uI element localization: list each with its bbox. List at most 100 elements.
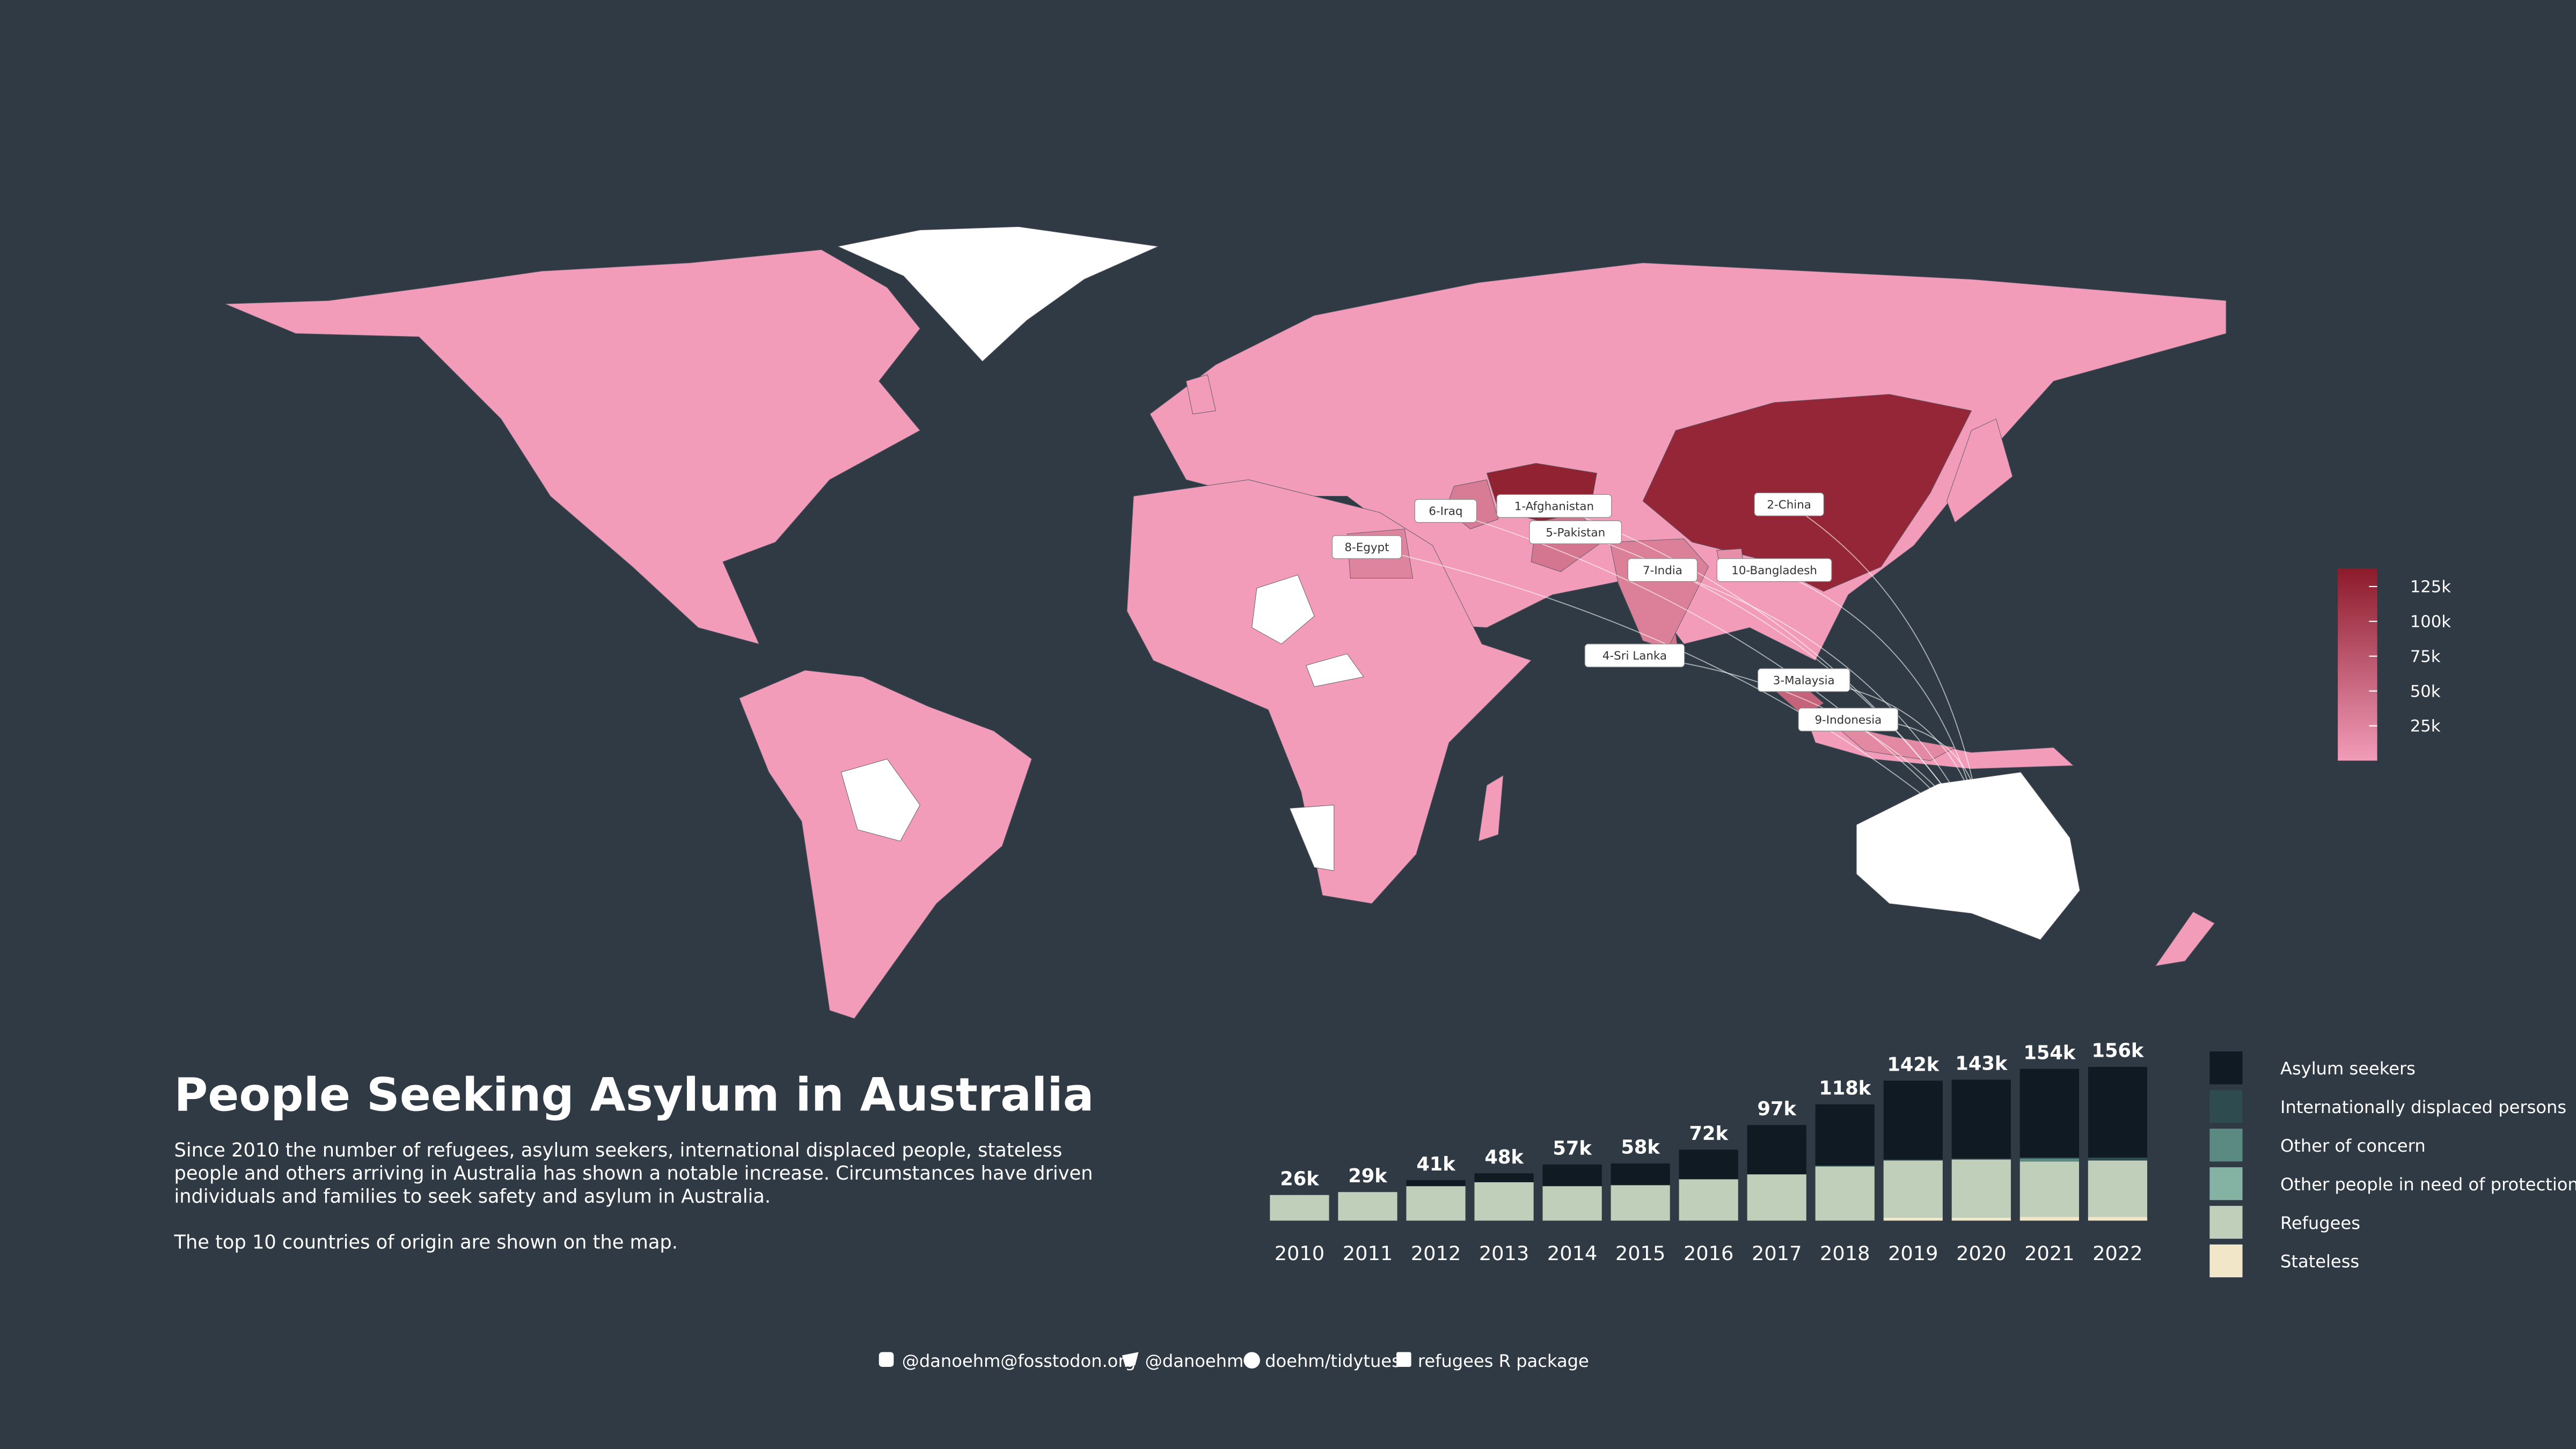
x-tick-label: 2012 xyxy=(1411,1242,1461,1265)
x-tick-label: 2022 xyxy=(2092,1242,2142,1265)
country-label-box xyxy=(1414,499,1477,523)
bar-segment xyxy=(2019,1158,2079,1162)
bar-segment xyxy=(1542,1186,1602,1221)
country-label: 3-Malaysia xyxy=(1773,674,1835,687)
legend-swatch xyxy=(2209,1244,2243,1278)
legend-swatch xyxy=(2209,1205,2243,1239)
x-tick-label: 2014 xyxy=(1547,1242,1597,1265)
country-labels: 1-Afghanistan 2-China 3-Malaysia 4-Sri Lank… xyxy=(1331,492,1899,731)
total-label: 26k xyxy=(1280,1168,1320,1190)
legend-label: Asylum seekers xyxy=(2280,1058,2416,1079)
title: People Seeking Asylum in Australia xyxy=(174,1068,1094,1122)
country-label: 1-Afghanistan xyxy=(1514,500,1594,514)
total-label: 41k xyxy=(1416,1153,1456,1175)
country-label: 2-China xyxy=(1767,498,1811,511)
bar-segment xyxy=(1406,1186,1466,1221)
bar-chart: 26k 2010 29k 2011 41k 2012 48k 2013 57k 2014 58k 20… xyxy=(1270,1040,2148,1265)
bar-segment xyxy=(1815,1166,1875,1221)
x-tick-label: 2016 xyxy=(1684,1242,1733,1265)
bar-segment xyxy=(1951,1217,2011,1221)
australia xyxy=(1856,772,2081,940)
north-america xyxy=(225,249,920,645)
colorbar-tick-label: 75k xyxy=(2410,647,2441,666)
total-label: 143k xyxy=(1955,1052,2008,1074)
bar-segment xyxy=(1338,1192,1397,1221)
total-label: 97k xyxy=(1758,1098,1797,1120)
bar-segment xyxy=(2088,1160,2148,1217)
country-label-box xyxy=(1798,707,1899,731)
country-label-box xyxy=(1331,535,1402,559)
bar-segment xyxy=(1679,1179,1738,1221)
japan xyxy=(1946,418,2013,523)
country-label: 9-Indonesia xyxy=(1814,713,1882,727)
arc xyxy=(1789,504,1985,846)
colorbar-tick-label: 100k xyxy=(2410,613,2451,632)
country-label-box xyxy=(1496,494,1612,518)
bar-segment xyxy=(1883,1217,1943,1221)
uk xyxy=(1185,374,1216,414)
footer-text: refugees R package xyxy=(1418,1351,1589,1371)
x-tick-label: 2019 xyxy=(1888,1242,1938,1265)
x-tick-label: 2020 xyxy=(1956,1242,2006,1265)
bar-segment xyxy=(1883,1160,1943,1218)
package-icon xyxy=(1396,1352,1411,1367)
bar-segment xyxy=(1951,1158,2011,1160)
x-tick-label: 2018 xyxy=(1820,1242,1870,1265)
legend-swatch xyxy=(2209,1090,2243,1123)
legend-swatch xyxy=(2209,1129,2243,1162)
description-line: people and others arriving in Australia … xyxy=(174,1162,1093,1184)
arc xyxy=(1366,546,1985,847)
description-line: Since 2010 the number of refugees, asylu… xyxy=(174,1139,1062,1161)
country-label-box xyxy=(1757,668,1850,692)
legend-label: Other people in need of protection xyxy=(2280,1174,2576,1195)
bar-segment xyxy=(1883,1159,1943,1161)
greenland xyxy=(837,226,1159,362)
country-label: 6-Iraq xyxy=(1429,505,1462,518)
bar-segment xyxy=(1883,1080,1943,1160)
total-label: 72k xyxy=(1689,1123,1729,1145)
x-tick-label: 2017 xyxy=(1752,1242,1802,1265)
country-label: 4-Sri Lanka xyxy=(1602,649,1667,663)
country-label: 8-Egypt xyxy=(1344,541,1389,554)
country-label-box xyxy=(1716,558,1832,582)
total-label: 156k xyxy=(2091,1040,2144,1062)
total-label: 48k xyxy=(1484,1146,1524,1168)
africa xyxy=(1126,479,1532,904)
legend-label: Refugees xyxy=(2280,1213,2360,1233)
legend-swatch xyxy=(2209,1167,2243,1201)
footer: @danoehm@fosstodon.org @danoehm doehm/tidy… xyxy=(879,1351,1589,1371)
country-label-box xyxy=(1529,520,1622,544)
x-tick-label: 2010 xyxy=(1275,1242,1324,1265)
bar-segment xyxy=(1951,1159,2011,1218)
description-line: The top 10 countries of origin are shown… xyxy=(173,1232,677,1254)
x-tick-label: 2013 xyxy=(1479,1242,1529,1265)
country-label-box xyxy=(1627,558,1698,582)
south-america xyxy=(738,670,1032,1019)
country-label: 5-Pakistan xyxy=(1546,526,1605,539)
legend-swatch xyxy=(2209,1051,2243,1085)
country-label-box xyxy=(1754,492,1824,516)
bar-segment xyxy=(1815,1104,1875,1166)
github-icon xyxy=(1243,1352,1260,1368)
bar-segment xyxy=(1747,1174,1806,1221)
country xyxy=(1831,722,1956,761)
footer-text: doehm/tidytues xyxy=(1265,1351,1401,1371)
bar-segment xyxy=(2019,1217,2079,1221)
bar-segment xyxy=(1611,1185,1670,1221)
bar-segment xyxy=(1611,1163,1670,1185)
colorbar-tick-label: 25k xyxy=(2410,717,2441,736)
country-label: 10-Bangladesh xyxy=(1731,564,1817,577)
footer-text: @danoehm@fosstodon.org xyxy=(902,1351,1136,1371)
central-african-republic xyxy=(1306,653,1364,687)
footer-text: @danoehm xyxy=(1145,1351,1244,1371)
colorbar-tick-label: 125k xyxy=(2410,578,2451,597)
bar-segment xyxy=(1747,1125,1806,1175)
total-label: 57k xyxy=(1553,1137,1592,1159)
bar-segment xyxy=(1406,1180,1466,1187)
namibia xyxy=(1289,804,1335,871)
legend-label: Internationally displaced persons xyxy=(2280,1097,2566,1117)
bolivia xyxy=(840,758,920,841)
colorbar: 25k 50k 75k 100k 125k xyxy=(2338,568,2451,761)
